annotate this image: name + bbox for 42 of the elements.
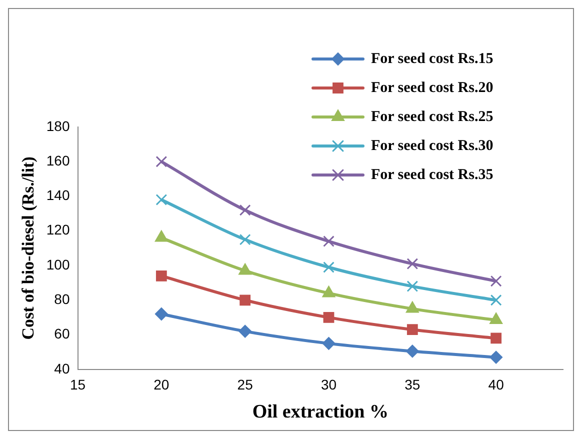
x-tick-label: 15: [70, 376, 86, 393]
legend-label: For seed cost Rs.35: [371, 166, 494, 183]
point: [156, 270, 167, 282]
point: [154, 307, 168, 320]
legend-label: For seed cost Rs.15: [371, 50, 494, 67]
y-tick-label: 40: [54, 360, 70, 376]
point: [156, 194, 168, 206]
y-tick-label: 120: [46, 222, 70, 238]
point: [406, 258, 418, 270]
point: [406, 280, 418, 292]
y-axis-title: Cost of bio-diesel (Rs./lit): [18, 156, 38, 340]
point: [406, 324, 418, 336]
point: [323, 312, 334, 323]
x-axis-title: Oil extraction %: [252, 402, 388, 423]
point: [239, 204, 251, 216]
x-tick-label: 20: [154, 376, 170, 393]
y-tick-label: 60: [54, 326, 70, 342]
x-tick-label: 25: [237, 376, 254, 393]
point: [490, 332, 502, 344]
point: [490, 275, 502, 287]
x-tick-label: 30: [320, 376, 337, 393]
y-tick-label: 80: [54, 291, 70, 307]
point: [323, 236, 334, 247]
point: [490, 312, 503, 324]
x-tick-label: 40: [488, 376, 504, 393]
point: [240, 294, 251, 306]
y-tick-label: 180: [46, 118, 70, 134]
point: [406, 344, 419, 358]
legend-label: For seed cost Rs.30: [371, 138, 494, 154]
point: [322, 336, 336, 350]
y-tick-label: 140: [46, 187, 70, 204]
x-tick-label: 35: [404, 376, 420, 393]
point: [239, 234, 251, 246]
point: [156, 156, 168, 168]
point: [323, 262, 334, 273]
point: [490, 294, 502, 306]
legend-label: For seed cost Rs.20: [371, 80, 494, 96]
point: [238, 324, 252, 338]
y-tick-label: 160: [46, 152, 70, 168]
point: [490, 350, 503, 364]
y-tick-label: 100: [46, 256, 70, 272]
legend-label: For seed cost Rs.25: [371, 108, 494, 125]
